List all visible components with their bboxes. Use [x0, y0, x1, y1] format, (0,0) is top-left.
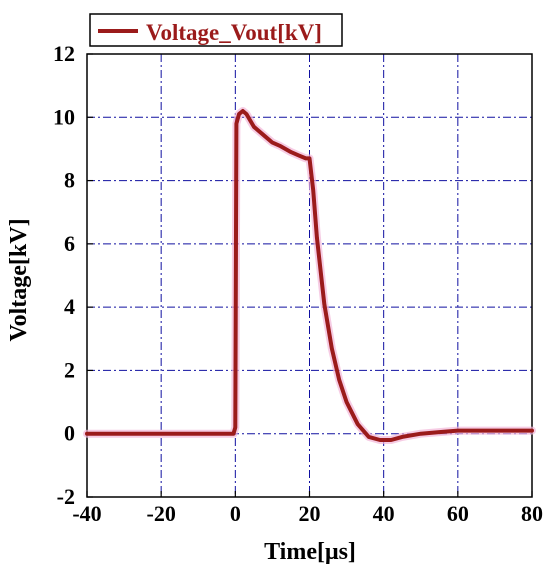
x-tick-label: 20 [299, 501, 321, 526]
y-tick-label: 0 [64, 421, 75, 446]
y-tick-label: -2 [57, 484, 75, 509]
legend-label-voltage-vout: Voltage_Vout[kV] [146, 20, 322, 45]
series-line-voltage-vout [85, 109, 534, 442]
x-tick-label: -40 [72, 501, 101, 526]
x-tick-label: 80 [521, 501, 543, 526]
y-tick-label: 6 [64, 231, 75, 256]
x-tick-label: -20 [147, 501, 176, 526]
y-tick-label: 12 [53, 41, 75, 66]
y-tick-label: 4 [64, 294, 75, 319]
x-tick-label: 40 [373, 501, 395, 526]
y-tick-label: 10 [53, 104, 75, 129]
x-axis-label: Time[μs] [264, 539, 356, 565]
series-layer [83, 107, 536, 444]
y-tick-label: 8 [64, 168, 75, 193]
legend: Voltage_Vout[kV] [89, 13, 343, 47]
y-tick-label: 2 [64, 357, 75, 382]
y-axis-label: Voltage[kV] [6, 218, 32, 341]
x-tick-label: 60 [447, 501, 469, 526]
x-tick-label: 0 [230, 501, 241, 526]
